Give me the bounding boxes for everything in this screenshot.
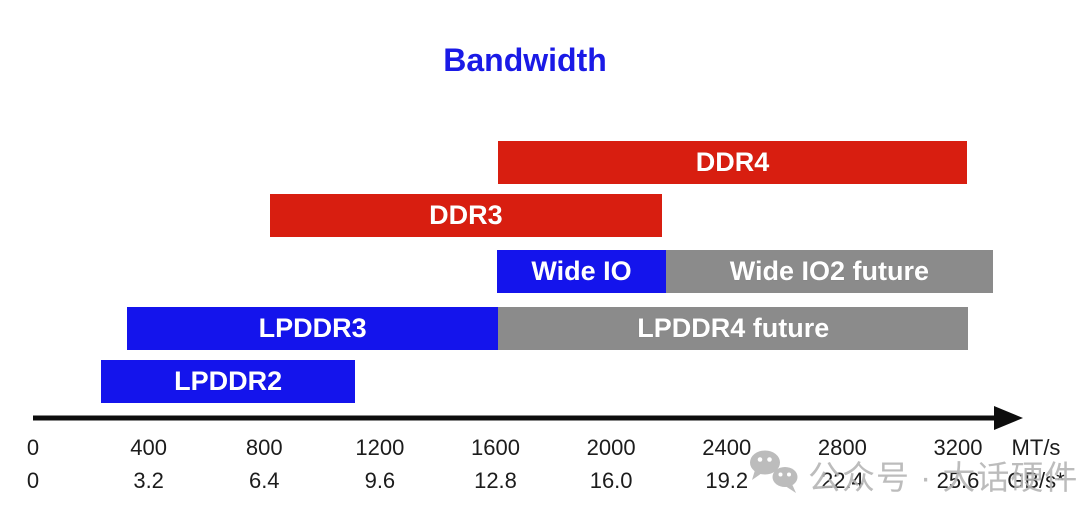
chart-title: Bandwidth (443, 42, 607, 78)
gbs-tick-19.2: 19.2 (705, 468, 749, 493)
bar-label: LPDDR2 (174, 366, 283, 396)
mts-tick-2800: 2800 (817, 435, 867, 460)
gbs-tick-3.2: 3.2 (133, 468, 164, 493)
bar-label: Wide IO (531, 256, 632, 286)
bar-label: LPDDR3 (258, 313, 367, 343)
gbs-tick-25.6: 25.6 (936, 468, 980, 493)
gbs-tick-12.8: 12.8 (474, 468, 517, 493)
bar-label: Wide IO2 future (729, 256, 929, 286)
bar-ddr3: DDR3 (270, 194, 662, 237)
mts-tick-1200: 1200 (355, 435, 405, 460)
gbs-tick-16.0: 16.0 (589, 468, 633, 493)
mts-tick-800: 800 (245, 435, 283, 460)
gbs-tick-0: 0 (26, 468, 40, 493)
gbs-tick-22.4: 22.4 (820, 468, 864, 493)
mts-tick-400: 400 (130, 435, 167, 460)
bar-label: LPDDR4 future (637, 313, 830, 343)
mts-tick-0: 0 (26, 435, 40, 460)
bar-label: DDR4 (695, 147, 770, 177)
mts-tick-2400: 2400 (702, 435, 752, 460)
gbs-tick-6.4: 6.4 (248, 468, 280, 493)
bar-label: DDR3 (429, 200, 503, 230)
mts-tick-2000: 2000 (586, 435, 636, 460)
mts-unit-label: MT/s (1011, 435, 1061, 460)
bar-ddr4: DDR4 (498, 141, 967, 184)
bar-wide-io: Wide IO (496, 250, 667, 293)
bar-wide-io2-future: Wide IO2 future (666, 250, 993, 293)
mts-tick-1600: 1600 (471, 435, 520, 460)
gbs-unit-label: GB/s* (1007, 468, 1065, 493)
bar-lpddr2: LPDDR2 (100, 360, 356, 403)
gbs-tick-9.6: 9.6 (364, 468, 396, 493)
bar-lpddr4-future: LPDDR4 future (498, 307, 969, 350)
bar-lpddr3: LPDDR3 (126, 307, 499, 350)
mts-tick-3200: 3200 (933, 435, 983, 460)
